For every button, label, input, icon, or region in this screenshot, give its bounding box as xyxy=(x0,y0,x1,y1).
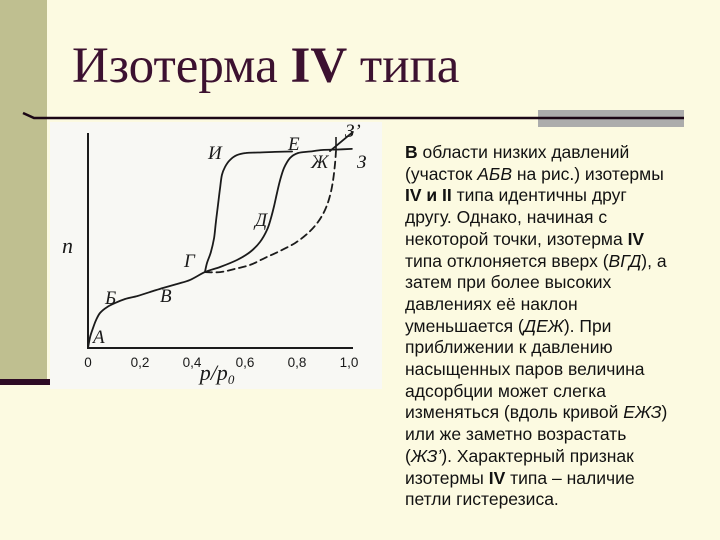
text-run: типа идентичны друг xyxy=(451,185,627,206)
text-run: насыщенных паров величина xyxy=(405,359,645,380)
body-line: другу. Однако, начиная с xyxy=(405,207,715,229)
body-line: уменьшается (ДЕЖ). При xyxy=(405,316,715,338)
point-label-e: Е xyxy=(287,134,300,155)
text-run: на рис.) изотермы xyxy=(512,163,664,184)
title-run: типа xyxy=(347,38,460,94)
text-run: адсорбции может слегка xyxy=(405,380,606,401)
x-tick-5: 1,0 xyxy=(340,355,359,370)
text-run: ). Характерный признак xyxy=(441,445,634,466)
title-run: Изотерма xyxy=(72,38,291,94)
sidebar-accent-bar xyxy=(0,0,47,380)
y-axis-label: n xyxy=(62,233,73,258)
body-line: (ЖЗ’). Характерный признак xyxy=(405,446,715,468)
point-label-a: А xyxy=(91,327,105,348)
text-run: IV и II xyxy=(405,185,452,206)
curve-type2-isotherm xyxy=(204,151,337,274)
text-run: или же заметно возрастать xyxy=(405,424,627,445)
text-run: уменьшается ( xyxy=(405,315,524,336)
x-tick-4: 0,8 xyxy=(288,355,307,370)
point-label-i: И xyxy=(207,143,223,164)
x-axis-label-main: p/p xyxy=(198,360,228,385)
text-run: области низких давлений xyxy=(417,142,630,162)
x-tick-3: 0,6 xyxy=(236,355,255,370)
body-line: приближении к давлению xyxy=(405,337,715,359)
curve-desorption-branch xyxy=(204,150,293,274)
body-line: или же заметно возрастать xyxy=(405,424,715,446)
isotherm-chart: n p/p0 0 0,2 0,4 0,6 0,8 1,0 А Б В Г Д Е… xyxy=(62,121,366,387)
text-run: ( xyxy=(405,445,411,466)
body-text: В области низких давлений (участок АБВ на… xyxy=(405,142,715,511)
body-line: адсорбции может слегка xyxy=(405,381,715,403)
text-run: ). При xyxy=(563,315,612,336)
body-line: петли гистерезиса. xyxy=(405,489,715,511)
body-line: давлениях её наклон xyxy=(405,294,715,316)
point-label-z-prime: З’ xyxy=(345,122,361,142)
text-run: АБВ xyxy=(477,163,512,184)
body-line: насыщенных паров величина xyxy=(405,359,715,381)
text-run: давлениях её наклон xyxy=(405,293,578,314)
body-line: некоторой точки, изотерма IV xyxy=(405,229,715,251)
body-line: В области низких давлений xyxy=(405,142,715,164)
text-run: ), а xyxy=(641,250,667,271)
curve-adsorption-branch xyxy=(87,148,353,349)
text-run: изменяться (вдоль кривой xyxy=(405,402,624,423)
text-run: IV xyxy=(488,467,506,488)
x-tick-0: 0 xyxy=(84,355,92,370)
point-label-b: Б xyxy=(104,288,116,309)
text-run: затем при более высоких xyxy=(405,272,612,293)
body-line: типа отклоняется вверх (ВГД), а xyxy=(405,251,715,273)
text-run: IV xyxy=(627,228,645,249)
body-line: IV и II типа идентичны друг xyxy=(405,185,715,207)
x-axis-label-sub: 0 xyxy=(228,372,235,387)
sidebar-bottom-line xyxy=(0,379,50,385)
text-run: другу. Однако, начиная с xyxy=(405,207,608,228)
text-run: некоторой точки, изотерма xyxy=(405,228,628,249)
curves-layer xyxy=(87,131,354,349)
body-line: изменяться (вдоль кривой ЕЖЗ) xyxy=(405,402,715,424)
body-line: затем при более высоких xyxy=(405,272,715,294)
text-run: (участок xyxy=(405,163,478,184)
text-run: петли гистерезиса. xyxy=(405,489,559,510)
text-run: В xyxy=(405,142,418,162)
point-label-g: Г xyxy=(183,251,196,272)
body-line: изотермы IV типа – наличие xyxy=(405,468,715,490)
curve-near-saturation-rise xyxy=(329,131,354,152)
text-run: изотермы xyxy=(405,467,489,488)
point-label-d: Д xyxy=(253,210,268,231)
slide-title: Изотерма IV типа xyxy=(72,38,460,94)
x-tick-1: 0,2 xyxy=(131,355,150,370)
point-label-z: З xyxy=(357,152,366,173)
text-run: ЕЖЗ xyxy=(623,402,662,423)
title-underline xyxy=(22,111,684,120)
text-run: приближении к давлению xyxy=(405,337,613,358)
body-line: (участок АБВ на рис.) изотермы xyxy=(405,164,715,186)
text-run: ЖЗ’ xyxy=(410,445,442,466)
title-run-bold: IV xyxy=(290,38,348,94)
text-run: ВГД xyxy=(608,250,642,271)
x-axis-label: p/p0 xyxy=(198,360,235,387)
point-label-zh: Ж xyxy=(310,152,330,173)
text-run: ) xyxy=(661,402,668,423)
text-run: типа отклоняется вверх ( xyxy=(405,250,609,271)
text-run: ДЕЖ xyxy=(523,315,564,336)
x-tick-2: 0,4 xyxy=(183,355,202,370)
point-label-v: В xyxy=(160,286,172,307)
text-run: типа – наличие xyxy=(505,467,635,488)
isotherm-figure: n p/p0 0 0,2 0,4 0,6 0,8 1,0 А Б В Г Д Е… xyxy=(50,121,382,389)
